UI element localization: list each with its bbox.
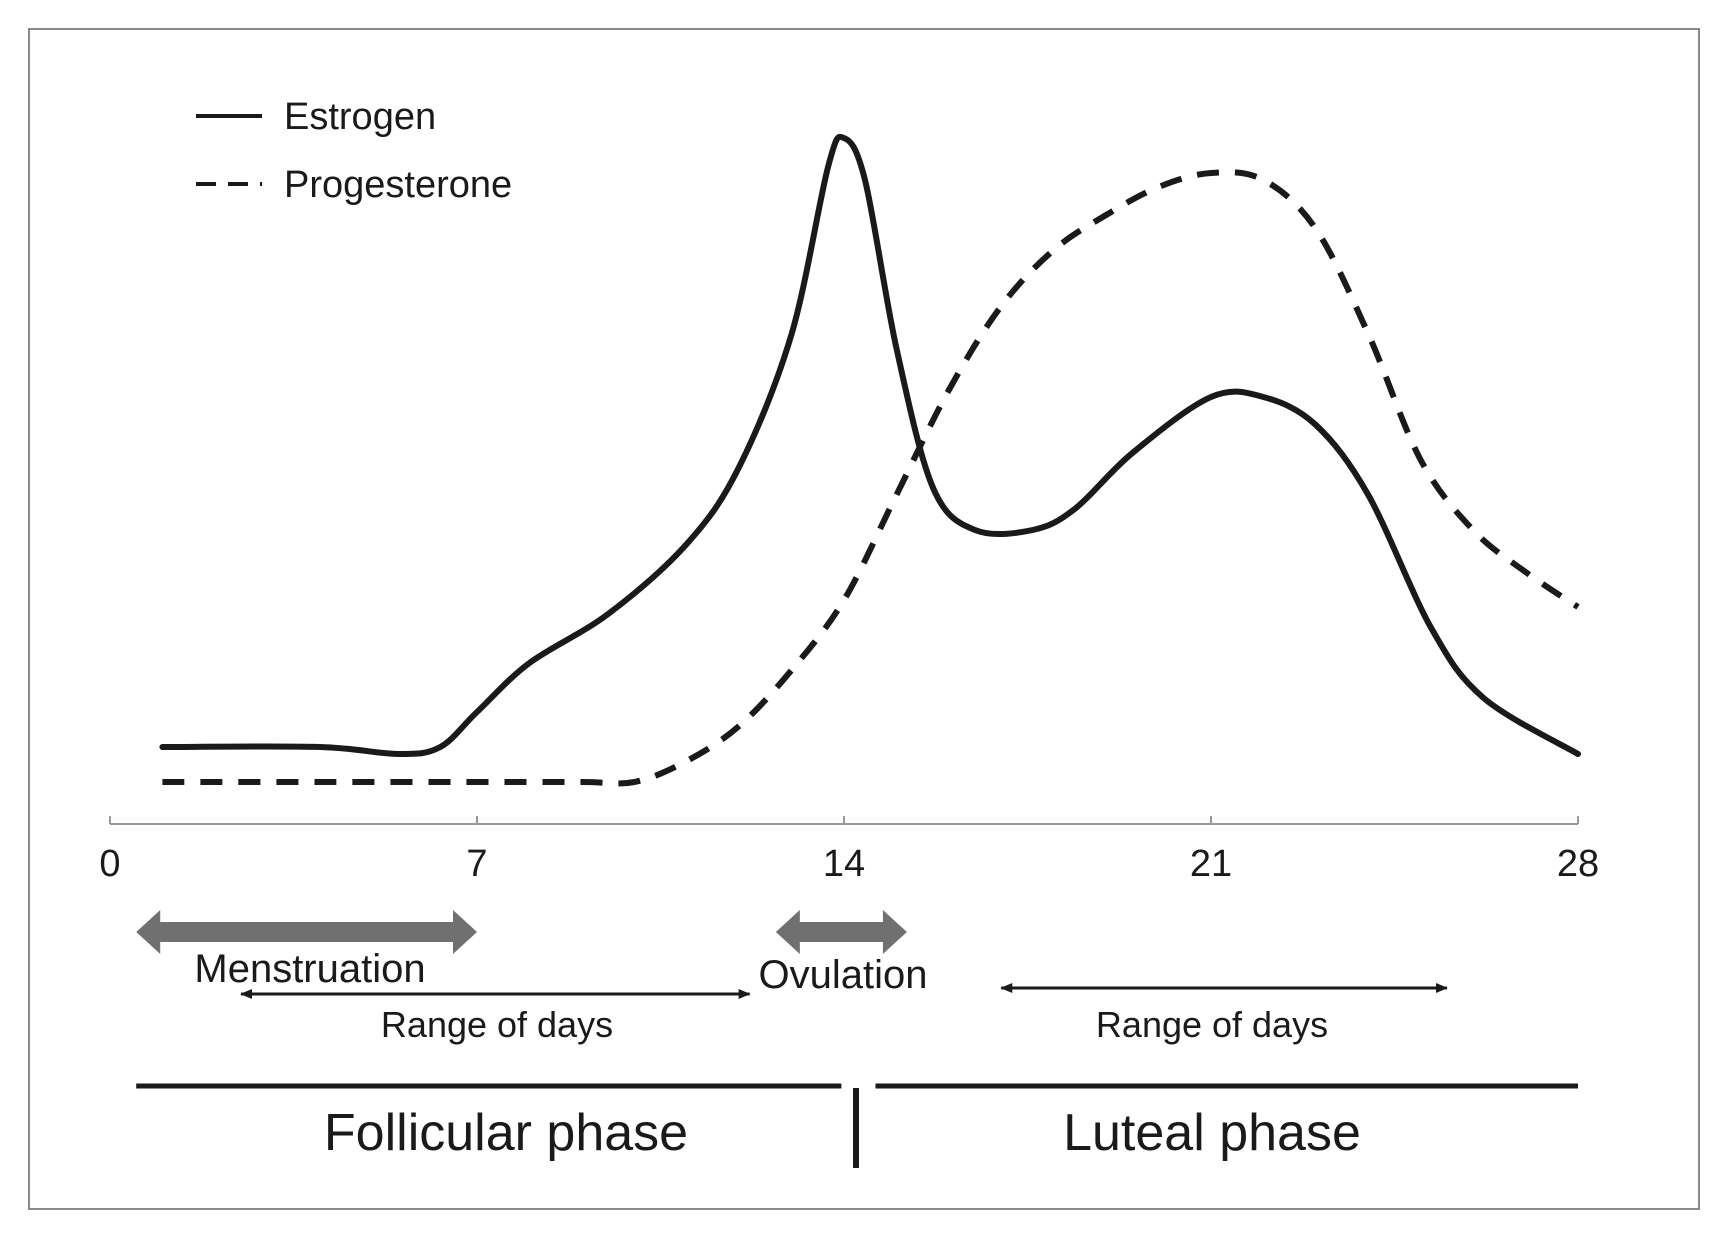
follicular-phase-label: Follicular phase — [324, 1104, 688, 1162]
menstruation-label: Menstruation — [194, 947, 425, 991]
progesterone-series-line — [162, 169, 1580, 787]
legend: Estrogen Progesterone — [196, 96, 512, 206]
x-tick-label: 21 — [1190, 843, 1232, 885]
x-tick-label: 0 — [99, 843, 120, 885]
luteal-range-label: Range of days — [1096, 1004, 1328, 1045]
x-tick-label: 7 — [466, 843, 487, 885]
x-axis-ticks: 0 7 14 21 28 — [99, 816, 1599, 885]
ovulation-arrow — [775, 910, 907, 954]
menstruation-arrow — [136, 910, 477, 954]
follicular-range-label: Range of days — [381, 1004, 613, 1045]
legend-progesterone-label: Progesterone — [284, 164, 512, 206]
ovulation-label: Ovulation — [759, 953, 928, 997]
chart-frame — [28, 28, 1700, 1210]
x-tick-label: 28 — [1557, 843, 1599, 885]
estrogen-series-line — [159, 133, 1581, 757]
luteal-phase-label: Luteal phase — [1063, 1104, 1361, 1162]
legend-estrogen-label: Estrogen — [284, 96, 436, 138]
x-tick-label: 14 — [823, 843, 865, 885]
